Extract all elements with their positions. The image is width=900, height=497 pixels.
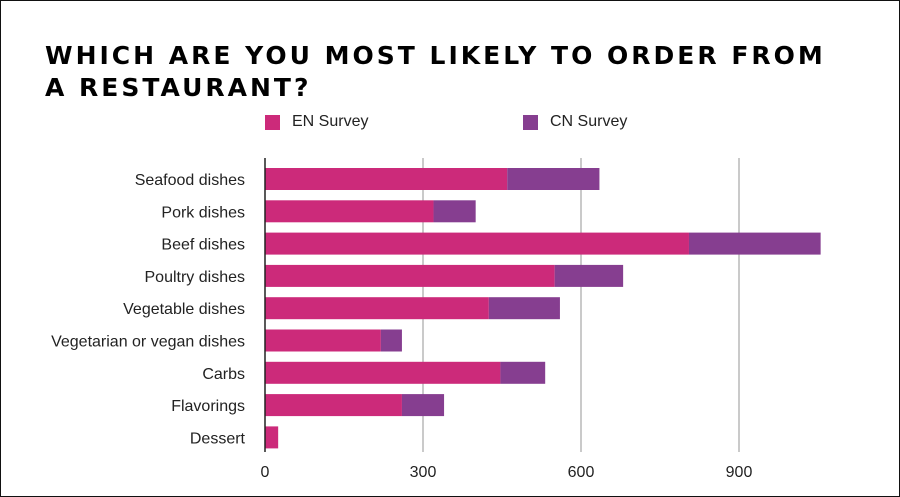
bar-en-5 [265,329,381,352]
legend-item-cn-survey: CN Survey [523,112,627,132]
legend-item-en-survey: EN Survey [265,112,368,132]
bar-cn-6 [500,361,546,384]
category-label: Pork dishes [161,204,245,221]
bar-cn-5 [380,329,402,352]
category-label: Beef dishes [161,237,245,254]
x-tick-label: 900 [726,464,753,481]
bar-cn-2 [688,232,821,255]
legend-label-en-survey: EN Survey [292,113,369,130]
x-tick-label: 300 [410,464,437,481]
x-tick-labels: 0 300 600 900 [261,464,753,481]
x-tick-label: 600 [568,464,595,481]
category-label: Dessert [190,430,246,447]
bar-en-2 [265,232,689,255]
legend-label-cn-survey: CN Survey [550,113,628,130]
bar-cn-7 [401,394,445,417]
bar-en-0 [265,168,508,190]
bars [265,168,821,449]
x-tick-label: 0 [261,464,270,481]
chart-title: WHICH ARE YOU MOST LIKELY TO ORDER FROM … [45,41,826,102]
category-label: Poultry dishes [145,269,246,286]
category-label: Carbs [202,366,245,383]
category-label: Flavorings [171,398,245,415]
category-label: Vegetarian or vegan dishes [51,334,245,351]
bar-en-3 [265,264,555,287]
bar-cn-3 [554,264,624,287]
category-labels: Seafood dishes Pork dishes Beef dishes Poul… [51,172,245,447]
category-label: Vegetable dishes [123,301,245,318]
legend-swatch-cn-survey [523,114,538,130]
bar-cn-0 [507,168,600,190]
bar-en-1 [265,200,434,223]
bar-en-8 [265,426,279,449]
bar-cn-1 [433,200,476,223]
bar-en-6 [265,361,501,384]
bar-en-4 [265,297,489,320]
bar-en-7 [265,394,402,417]
legend-swatch-en-survey [265,114,280,130]
bar-cn-4 [488,297,560,320]
category-label: Seafood dishes [135,172,245,189]
